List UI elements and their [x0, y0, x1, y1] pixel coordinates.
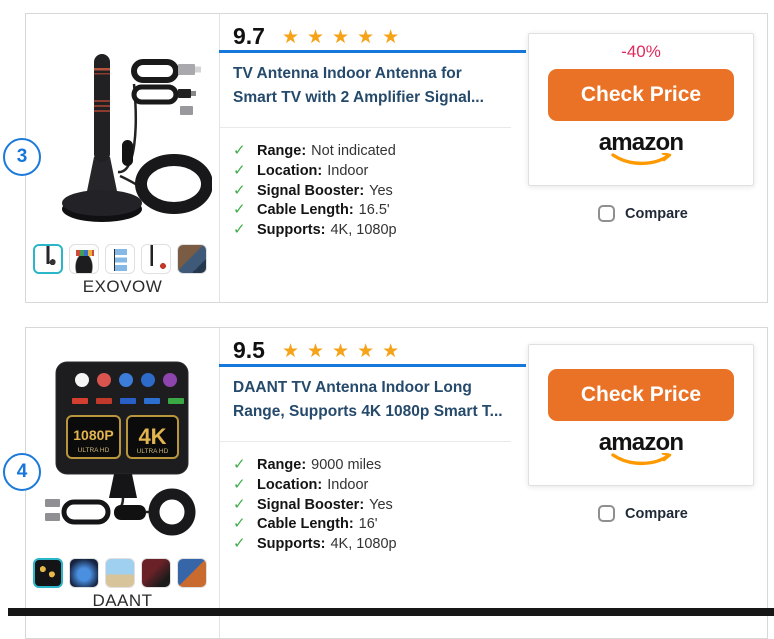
- star-rating-icon: ★★★★★: [281, 26, 408, 48]
- thumbnail-1[interactable]: [33, 244, 63, 274]
- compare-row: Compare: [598, 505, 688, 522]
- check-icon: ✓: [233, 495, 246, 513]
- check-price-button[interactable]: Check Price: [548, 69, 734, 121]
- star-rating-icon: ★★★★★: [281, 340, 408, 362]
- product-image-antenna-pole[interactable]: [34, 42, 213, 240]
- thumbnail-2[interactable]: [69, 244, 99, 274]
- thumbnail-5[interactable]: [177, 558, 207, 588]
- antenna-pole-illustration: [62, 54, 213, 222]
- item-number-badge-4: 4: [3, 453, 41, 491]
- check-icon: ✓: [233, 181, 246, 199]
- discount-badge: -40%: [621, 42, 661, 61]
- rating-row: 9.7 ★★★★★: [233, 23, 407, 50]
- feature-row: ✓ Signal Booster: Yes: [233, 181, 393, 199]
- product-card-1: EXOVOW 9.7 ★★★★★ TV Antenna Indoor Anten…: [25, 13, 768, 303]
- compare-label: Compare: [625, 505, 688, 522]
- thumbnail-2[interactable]: [69, 558, 99, 588]
- thumbnail-strip: [33, 558, 207, 588]
- thumbnail-4[interactable]: [141, 558, 171, 588]
- column-divider: [219, 14, 220, 302]
- check-icon: ✓: [233, 475, 246, 493]
- brand-name: EXOVOW: [82, 277, 163, 296]
- title-separator: [219, 127, 511, 128]
- check-icon: ✓: [233, 161, 246, 179]
- check-icon: ✓: [233, 515, 246, 533]
- title-line-1: DAANT TV Antenna Indoor Long: [233, 379, 472, 396]
- amazon-smile-icon: [611, 153, 672, 166]
- title-line-2: Range, Supports 4K 1080p Smart T...: [233, 402, 503, 420]
- product-title-link[interactable]: DAANT TV Antenna Indoor Long Range, Supp…: [233, 376, 503, 423]
- product-title-link[interactable]: TV Antenna Indoor Antenna for Smart TV w…: [233, 62, 484, 109]
- check-icon: ✓: [233, 201, 246, 219]
- check-icon: ✓: [233, 221, 246, 239]
- price-box: -40% Check Price amazon: [528, 33, 754, 186]
- check-icon: ✓: [233, 142, 246, 159]
- panel-badge-1080p: 1080P: [73, 427, 113, 443]
- compare-checkbox[interactable]: [598, 205, 615, 222]
- thumbnail-3[interactable]: [105, 558, 135, 588]
- title-line-1: TV Antenna Indoor Antenna for: [233, 65, 462, 82]
- flat-antenna-illustration: 1080P ULTRA HD 4K ULTRA HD: [45, 361, 196, 536]
- compare-row: Compare: [598, 205, 688, 222]
- thumbnail-strip: [33, 244, 207, 274]
- compare-checkbox[interactable]: [598, 505, 615, 522]
- feature-row: ✓ Range: 9000 miles: [233, 456, 382, 473]
- rating-score: 9.5: [233, 337, 265, 363]
- compare-label: Compare: [625, 205, 688, 222]
- rating-underline: [219, 364, 526, 367]
- rating-score: 9.7: [233, 23, 265, 49]
- thumbnail-5[interactable]: [177, 244, 207, 274]
- feature-row: ✓ Supports: 4K, 1080p: [233, 221, 397, 239]
- panel-badge-4k: 4K: [138, 424, 166, 449]
- thumbnail-4[interactable]: [141, 244, 171, 274]
- feature-list: ✓ Range: 9000 miles ✓ Location: Indoor ✓…: [233, 455, 397, 554]
- rating-row: 9.5 ★★★★★: [233, 337, 407, 364]
- feature-row: ✓ Location: Indoor: [233, 161, 369, 179]
- rating-underline: [219, 50, 526, 53]
- check-icon: ✓: [233, 456, 246, 473]
- thumbnail-1[interactable]: [33, 558, 63, 588]
- thumbnail-3[interactable]: [105, 244, 135, 274]
- check-icon: ✓: [233, 535, 246, 553]
- column-divider: [219, 328, 220, 638]
- title-separator: [219, 441, 511, 442]
- amazon-logo[interactable]: amazon: [599, 131, 684, 168]
- product-image-flat-antenna[interactable]: 1080P ULTRA HD 4K ULTRA HD: [34, 356, 212, 554]
- feature-row: ✓ Location: Indoor: [233, 475, 369, 493]
- product-card-2: 1080P ULTRA HD 4K ULTRA HD DAANT 9.5 ★★★…: [25, 327, 768, 639]
- item-number-badge-3: 3: [3, 138, 41, 176]
- feature-row: ✓ Range: Not indicated: [233, 142, 396, 159]
- feature-row: ✓ Supports: 4K, 1080p: [233, 535, 397, 553]
- panel-badge-ultra-hd: ULTRA HD: [78, 447, 110, 454]
- bottom-bar: [8, 608, 774, 616]
- feature-list: ✓ Range: Not indicated ✓ Location: Indoo…: [233, 141, 397, 240]
- amazon-smile-icon: [611, 453, 672, 466]
- feature-row: ✓ Signal Booster: Yes: [233, 495, 393, 513]
- panel-badge-ultra-hd: ULTRA HD: [137, 448, 169, 455]
- price-box: Check Price amazon: [528, 344, 754, 486]
- brand-name: DAANT: [92, 591, 153, 610]
- amazon-logo[interactable]: amazon: [599, 431, 684, 468]
- feature-row: ✓ Cable Length: 16.5': [233, 201, 390, 219]
- feature-row: ✓ Cable Length: 16': [233, 515, 378, 533]
- check-price-button[interactable]: Check Price: [548, 369, 734, 421]
- title-line-2: Smart TV with 2 Amplifier Signal...: [233, 88, 484, 106]
